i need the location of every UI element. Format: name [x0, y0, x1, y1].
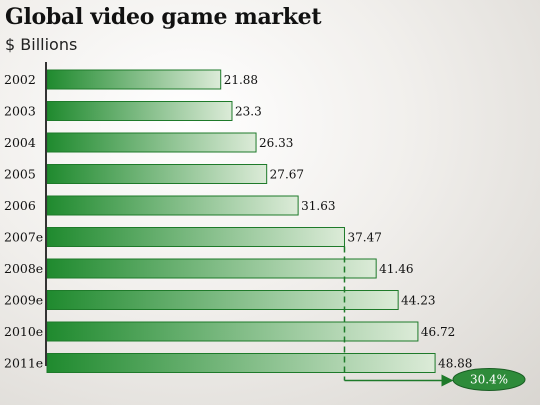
category-label: 2003 — [4, 104, 36, 119]
bar — [46, 258, 377, 279]
bar — [46, 227, 345, 247]
bar — [46, 164, 268, 184]
data-label: 31.63 — [301, 199, 335, 213]
data-label: 37.47 — [347, 231, 381, 245]
data-label: 46.72 — [421, 325, 455, 339]
category-label: 2011e — [4, 356, 43, 371]
bar — [46, 290, 399, 310]
category-label: 2002 — [4, 72, 36, 87]
growth-badge — [452, 368, 526, 391]
data-label: 21.88 — [224, 73, 258, 87]
bar — [46, 353, 436, 373]
category-label: 2009e — [4, 293, 43, 308]
bar — [46, 101, 233, 121]
category-label: 2005 — [4, 167, 36, 182]
data-label: 41.46 — [379, 262, 413, 276]
category-label: 2006 — [4, 198, 36, 213]
bar — [46, 195, 299, 216]
category-label: 2008e — [4, 261, 43, 276]
data-label: 27.67 — [270, 168, 304, 182]
data-label: 44.23 — [401, 294, 435, 308]
category-label: 2010e — [4, 324, 43, 339]
bar — [46, 321, 419, 342]
category-label: 2007e — [4, 230, 43, 245]
bar — [46, 69, 222, 90]
data-label: 23.3 — [235, 105, 262, 119]
bar — [46, 132, 257, 153]
chart-title: Global video game market — [5, 4, 322, 30]
growth-badge-label: 30.4% — [470, 373, 508, 387]
chart-subtitle: $ Billions — [5, 35, 78, 54]
category-label: 2004 — [4, 135, 36, 150]
data-label: 26.33 — [259, 136, 293, 150]
data-label: 48.88 — [438, 357, 472, 371]
